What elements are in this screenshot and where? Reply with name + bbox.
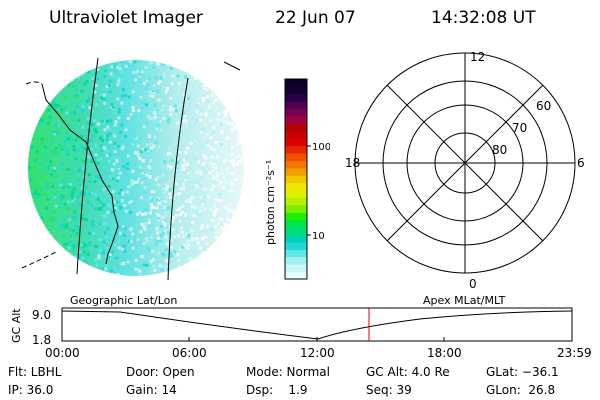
date-label: 22 Jun 07	[275, 8, 356, 28]
limb-arc	[25, 81, 43, 85]
alt-ytick-1-8: 1.8	[32, 333, 51, 347]
colorbar-band	[285, 93, 307, 102]
colorbar-band	[285, 219, 307, 228]
time-label: 14:32:08 UT	[431, 8, 536, 28]
colorbar-band	[285, 130, 307, 139]
mlat-label-70: 70	[512, 121, 527, 135]
colorbar-band	[285, 138, 307, 147]
alt-xtick-0000: 00:00	[45, 346, 80, 360]
colorbar-band	[285, 234, 307, 243]
geographic-label: Geographic Lat/Lon	[70, 294, 178, 307]
colorbar-band	[285, 197, 307, 206]
colorbar-band	[285, 167, 307, 176]
coastline	[41, 83, 119, 265]
colorbar-band	[285, 79, 307, 87]
colorbar-band	[285, 264, 307, 273]
mlt-label-6: 6	[577, 156, 585, 170]
colorbar-unit-label: photon cm⁻²s⁻¹	[264, 159, 277, 245]
alt-xtick-0600: 06:00	[172, 346, 207, 360]
mlat-label-60: 60	[536, 99, 551, 113]
info-ip: IP: 36.0	[8, 383, 54, 397]
colorbar-tick-100: 100	[312, 142, 330, 153]
instrument-title: Ultraviolet Imager	[49, 8, 203, 28]
colorbar-band	[285, 227, 307, 236]
alt-ytick-9: 9.0	[32, 308, 51, 322]
altitude-curve	[61, 310, 573, 340]
colorbar-band	[285, 212, 307, 221]
alt-ylabel: GC Alt	[10, 308, 23, 343]
colorbar-band	[285, 175, 307, 184]
info-mode: Mode: Normal	[246, 365, 330, 379]
polar-plot: 12 18 6 0 60 70 80	[345, 50, 585, 290]
alt-xtick-1800: 18:00	[427, 346, 462, 360]
mlt-label-0: 0	[469, 277, 477, 290]
polar-diagonal	[386, 84, 544, 242]
colorbar-band	[285, 249, 307, 258]
alt-xtick-2359: 23:59	[557, 346, 592, 360]
geographic-image-panel	[21, 57, 244, 281]
colorbar-band	[285, 160, 307, 169]
info-filter: Flt: LBHL	[8, 365, 62, 379]
colorbar-tick-10: 10	[312, 231, 325, 242]
info-dsp: Dsp: 1.9	[246, 383, 308, 397]
mlt-label-12: 12	[470, 50, 485, 64]
colorbar-band	[285, 123, 307, 132]
alt-xtick-1200: 12:00	[300, 346, 335, 360]
colorbar-band	[285, 101, 307, 110]
colorbar-band	[285, 204, 307, 213]
limb-arc	[223, 61, 241, 71]
mlt-label-18: 18	[345, 156, 360, 170]
info-seq: Seq: 39	[366, 383, 412, 397]
colorbar-band	[285, 241, 307, 250]
colorbar: 100 10	[284, 78, 330, 280]
colorbar-band	[285, 108, 307, 117]
info-glat: GLat: −36.1	[486, 365, 559, 379]
info-door: Door: Open	[126, 365, 195, 379]
colorbar-band	[285, 182, 307, 191]
colorbar-band	[285, 271, 307, 280]
info-gc-alt: GC Alt: 4.0 Re	[366, 365, 450, 379]
colorbar-band	[285, 116, 307, 124]
colorbar-band	[285, 256, 307, 265]
info-glon: GLon: 26.8	[486, 383, 556, 397]
info-gain: Gain: 14	[126, 383, 177, 397]
limb-arc	[21, 251, 57, 269]
colorbar-band	[285, 86, 307, 95]
colorbar-band	[285, 190, 307, 199]
apex-label: Apex MLat/MLT	[423, 294, 506, 307]
colorbar-band	[285, 145, 307, 154]
colorbar-band	[285, 153, 307, 161]
mlat-label-80: 80	[492, 143, 507, 157]
longitude-line	[167, 77, 189, 281]
altitude-plot: 9.0 1.8 GC Alt 00:00 06:00 12:00 18:00 2…	[10, 307, 592, 360]
longitude-line	[76, 57, 99, 275]
